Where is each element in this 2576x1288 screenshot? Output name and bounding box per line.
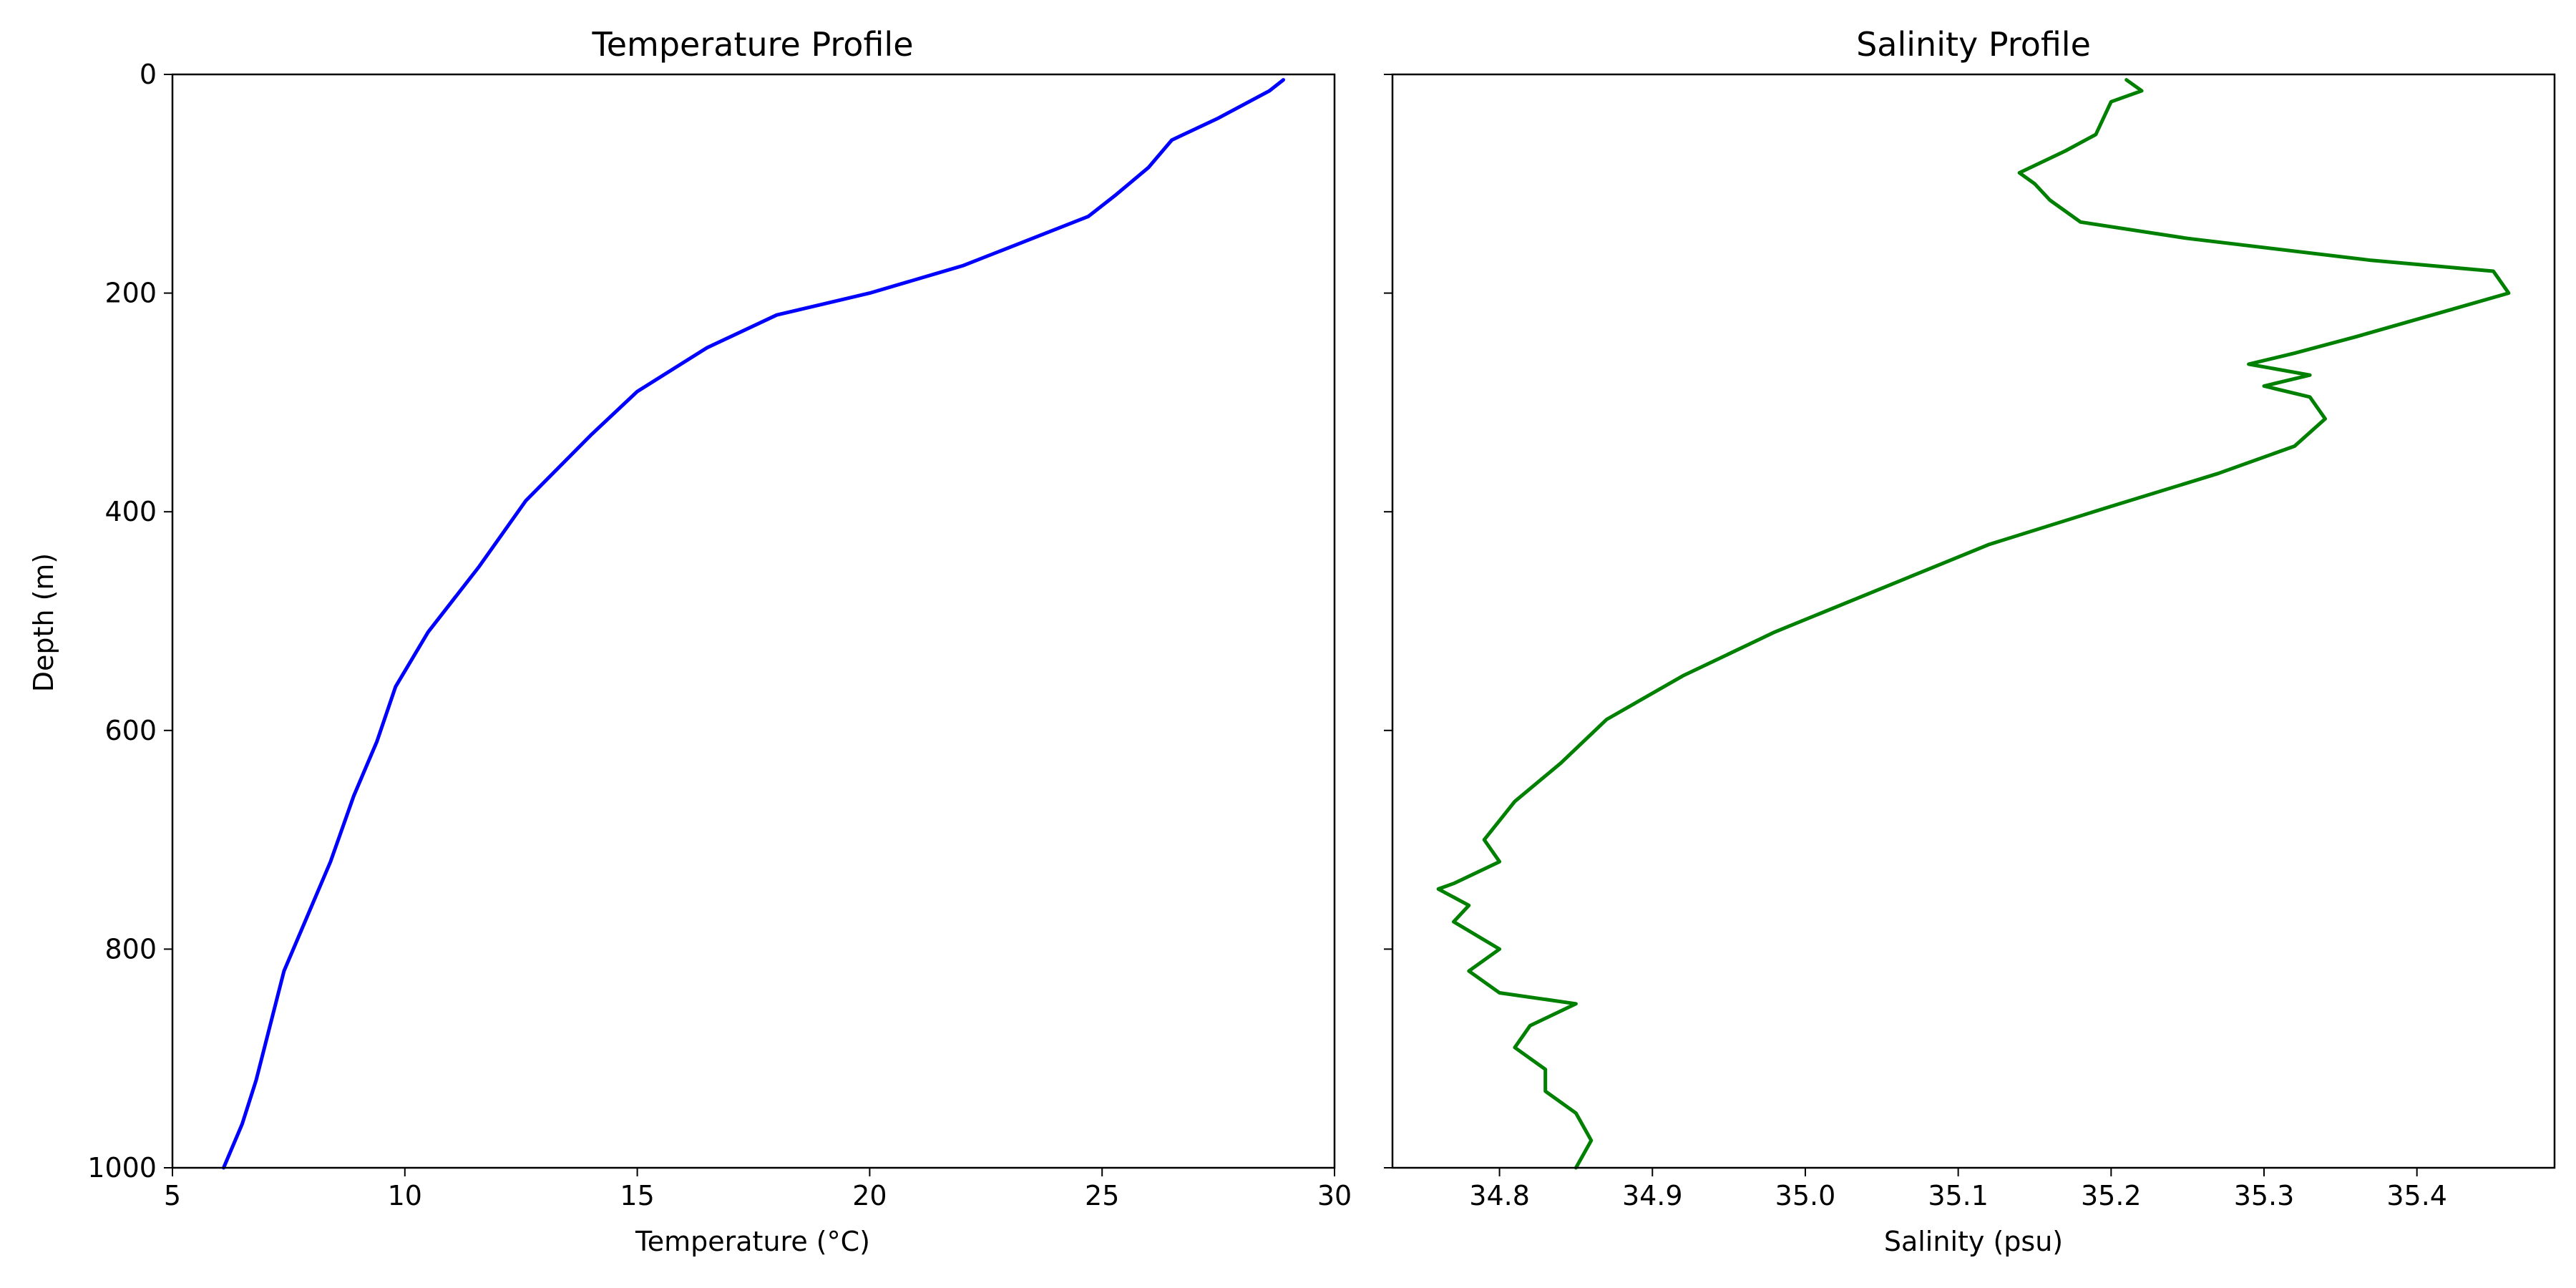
temperature-x-tick-label-4: 25: [1085, 1180, 1119, 1211]
depth-y-axis-label: Depth (m): [28, 553, 59, 693]
salinity-ticks: 34.8 34.9 35.0 35.1 35.2 35.3 35.4: [1384, 74, 2447, 1211]
temperature-x-tick-label-0: 5: [164, 1180, 181, 1211]
temperature-y-tick-label-0: 0: [140, 59, 157, 90]
salinity-axes-frame: [1391, 73, 2556, 1169]
temperature-y-tick-label-4: 800: [104, 933, 157, 965]
temperature-series: [222, 78, 1285, 1170]
temperature-x-axis-label: Temperature (°C): [635, 1226, 870, 1257]
salinity-x-tick-label-1: 34.9: [1622, 1180, 1683, 1211]
salinity-x-tick-label-6: 35.4: [2386, 1180, 2447, 1211]
salinity-x-tick-label-0: 34.8: [1469, 1180, 1530, 1211]
temperature-y-tick-label-1: 200: [104, 278, 157, 309]
temperature-profile-line-0: [222, 78, 1285, 1170]
salinity-x-tick-label-4: 35.2: [2081, 1180, 2142, 1211]
salinity-title: Salinity Profile: [1856, 25, 2091, 64]
temperature-x-tick-label-1: 10: [388, 1180, 422, 1211]
salinity-series: [1436, 78, 2511, 1170]
salinity-profile-line-0: [1436, 78, 2511, 1170]
temperature-y-tick-label-2: 400: [104, 496, 157, 527]
salinity-x-tick-label-3: 35.1: [1928, 1180, 1989, 1211]
temperature-y-tick-label-3: 600: [104, 715, 157, 746]
temperature-y-tick-label-5: 1000: [87, 1152, 157, 1184]
salinity-x-axis-label: Salinity (psu): [1884, 1226, 2063, 1257]
temperature-axes-frame: [171, 73, 1336, 1169]
temperature-x-tick-label-3: 20: [852, 1180, 887, 1211]
temperature-ticks: 5 10 15 20 25 30 0 200 400 600 800 1000: [87, 59, 1352, 1211]
temperature-title: Temperature Profile: [591, 25, 913, 64]
temperature-x-tick-label-5: 30: [1317, 1180, 1352, 1211]
salinity-x-tick-label-2: 35.0: [1775, 1180, 1836, 1211]
salinity-panel: Salinity Profile Salinity (psu) 34.8 34.9…: [1384, 25, 2556, 1257]
salinity-x-tick-label-5: 35.3: [2234, 1180, 2295, 1211]
temperature-panel: Temperature Profile Temperature (°C) Dep…: [28, 25, 1352, 1257]
temperature-x-tick-label-2: 15: [620, 1180, 654, 1211]
